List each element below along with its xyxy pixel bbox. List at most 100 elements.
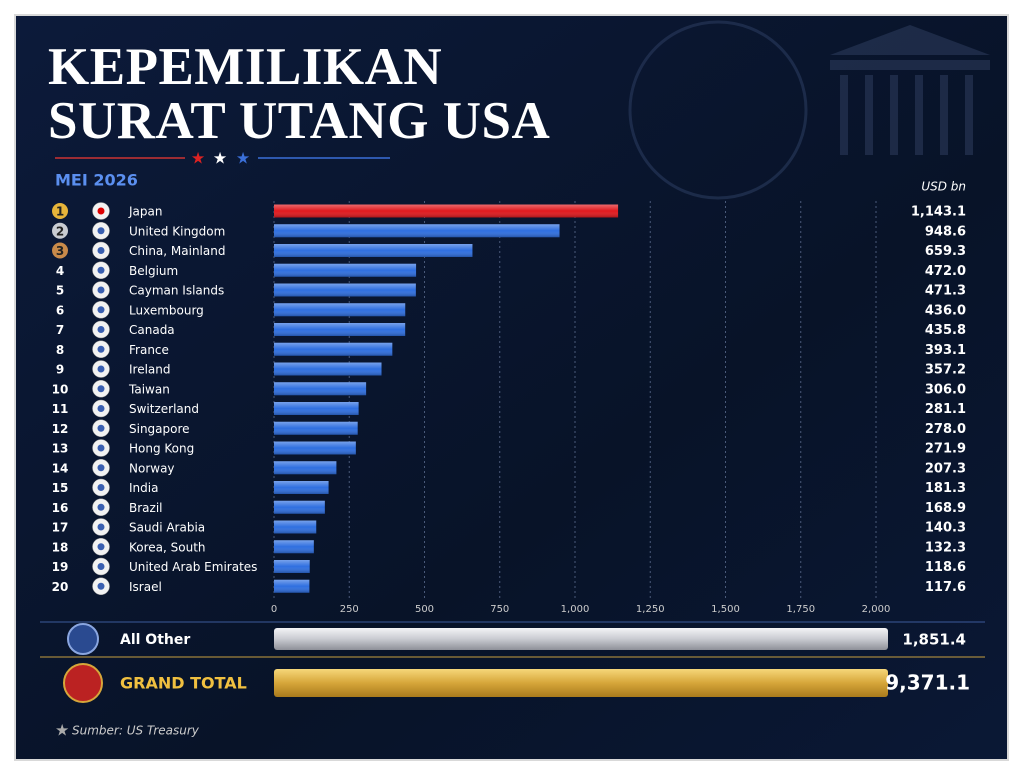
value-label: 281.1	[925, 402, 966, 417]
summary-label: All Other	[120, 632, 190, 648]
star: ★	[191, 149, 205, 168]
building	[830, 25, 990, 155]
rank: 6	[56, 303, 64, 317]
flag-mark	[97, 207, 105, 215]
flag-mark	[97, 326, 105, 333]
rank: 7	[56, 323, 64, 337]
category-label: France	[129, 343, 169, 357]
value-label: 357.2	[925, 363, 966, 378]
rank: 13	[52, 442, 69, 456]
summary-icon	[67, 623, 99, 655]
bar-shine	[274, 382, 367, 396]
rank: 3	[56, 244, 64, 258]
category-label: India	[129, 481, 158, 495]
bar-shine	[274, 560, 310, 573]
rank: 2	[56, 224, 64, 238]
bar-shine	[274, 441, 356, 455]
category-label: Brazil	[129, 501, 163, 515]
flag-mark	[97, 523, 105, 531]
value-label: 471.3	[925, 284, 966, 299]
rank: 20	[52, 580, 69, 594]
value-label: 278.0	[925, 422, 966, 437]
rank-badge	[52, 203, 68, 219]
category-label: Israel	[129, 580, 162, 594]
x-tick-label: 1,500	[711, 604, 740, 615]
flag-mark	[97, 286, 105, 294]
value-label: 436.0	[925, 303, 966, 318]
flag-mark	[97, 306, 105, 314]
rank: 10	[52, 382, 69, 396]
value-label: 181.3	[925, 481, 966, 496]
bar-shine	[274, 263, 417, 277]
category-label: Hong Kong	[129, 442, 194, 456]
x-tick-label: 250	[340, 604, 359, 615]
bar-shine	[274, 204, 619, 218]
rank: 12	[52, 422, 69, 436]
bar-shine	[274, 402, 359, 415]
bar-shine	[274, 520, 317, 534]
bar-shine	[274, 540, 314, 554]
category-label: Korea, South	[129, 540, 206, 554]
rank: 4	[56, 264, 64, 278]
rank: 14	[52, 461, 69, 475]
x-tick-label: 1,250	[636, 604, 665, 615]
x-tick-label: 500	[415, 604, 434, 615]
summary-label: GRAND TOTAL	[120, 674, 247, 693]
rank-badge	[52, 242, 68, 259]
flag-mark	[97, 227, 105, 235]
unit-label: USD bn	[921, 180, 966, 194]
category-label: Switzerland	[129, 402, 199, 416]
flag-mark	[97, 503, 105, 511]
category-label: Norway	[129, 461, 175, 475]
category-label: Cayman Islands	[129, 284, 224, 298]
flag-mark	[97, 563, 105, 570]
value-label: 306.0	[925, 382, 966, 397]
value-label: 659.3	[925, 244, 966, 259]
bar-shine	[274, 224, 560, 238]
flag-mark	[97, 247, 105, 254]
value-label: 948.6	[925, 224, 966, 239]
category-label: Belgium	[129, 264, 178, 278]
bar-shine	[274, 244, 473, 257]
rank: 18	[52, 540, 69, 554]
value-label: 1,143.1	[911, 205, 966, 220]
subtitle: MEI 2026	[55, 171, 138, 190]
summary-bar	[274, 628, 888, 650]
bar-shine	[274, 579, 310, 593]
category-label: Singapore	[129, 422, 190, 436]
bar-shine	[274, 362, 382, 376]
flag-mark	[97, 543, 105, 551]
x-tick-label: 2,000	[862, 604, 891, 615]
category-label: Taiwan	[128, 382, 170, 396]
value-label: 140.3	[925, 521, 966, 536]
x-tick-label: 1,000	[561, 604, 590, 615]
title: KEPEMILIKAN SURAT UTANG USA	[48, 38, 551, 150]
value-label: 435.8	[925, 323, 966, 338]
bar-shine	[274, 283, 416, 297]
flag-mark	[97, 582, 105, 590]
category-label: China, Mainland	[129, 244, 225, 258]
flag-mark	[97, 345, 105, 353]
flag-mark	[97, 464, 105, 472]
category-label: Canada	[129, 323, 175, 337]
rank: 15	[52, 481, 69, 495]
seal	[628, 20, 808, 200]
category-label: United Arab Emirates	[129, 560, 257, 574]
rank: 9	[56, 363, 64, 377]
bar-shine	[274, 461, 337, 475]
rank: 19	[52, 560, 69, 574]
star: ★	[213, 149, 227, 168]
bar-shine	[274, 342, 393, 356]
x-tick-label: 1,750	[786, 604, 815, 615]
category-label: Ireland	[129, 363, 171, 377]
x-tick-label: 750	[490, 604, 509, 615]
value-label: 117.6	[925, 580, 966, 595]
value-label: 393.1	[925, 343, 966, 358]
flag-mark	[97, 424, 105, 432]
category-label: Luxembourg	[129, 303, 204, 317]
flag-mark	[97, 444, 105, 452]
rank: 5	[56, 284, 64, 298]
rank-badge	[52, 222, 68, 239]
